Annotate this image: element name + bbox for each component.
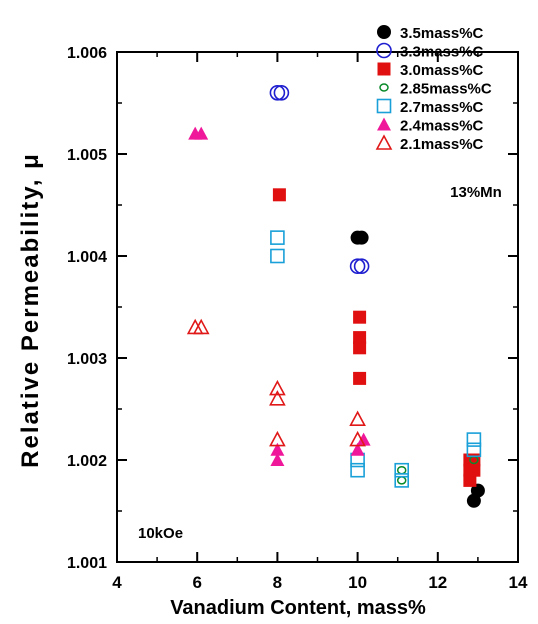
data-point (349, 410, 366, 427)
data-point (272, 188, 286, 202)
data-point (394, 462, 410, 478)
data-point (353, 258, 370, 275)
legend-marker (376, 98, 392, 114)
x-tick-label: 4 (112, 573, 122, 592)
series-2-7mass-c (270, 230, 482, 488)
data-point (356, 432, 371, 446)
legend-marker (379, 83, 389, 92)
legend-label: 2.85mass%C (400, 81, 492, 98)
legend-item: 3.3mass%C (376, 42, 484, 61)
data-point (396, 476, 407, 485)
legend-label: 3.3mass%C (400, 44, 484, 61)
series-2-1mass-c (186, 318, 366, 447)
series-3-0mass-c (272, 188, 481, 487)
y-tick-label: 1.002 (67, 453, 107, 470)
y-tick-label: 1.004 (67, 249, 107, 266)
data-point (350, 462, 365, 478)
data-point (350, 442, 365, 456)
legend-marker (377, 117, 391, 131)
data-point (269, 379, 286, 396)
x-tick-label: 12 (428, 573, 447, 592)
x-axis-label: Vanadium Content, mass% (170, 597, 426, 619)
data-point (270, 230, 285, 245)
legend-item: 2.85mass%C (379, 81, 492, 98)
legend-item: 2.4mass%C (377, 117, 484, 135)
legend-label: 3.5mass%C (400, 25, 484, 42)
data-point (270, 248, 285, 264)
y-tick-label: 1.003 (67, 351, 107, 368)
legend-marker (376, 42, 392, 59)
y-tick-label: 1.005 (67, 147, 107, 164)
legend-label: 2.1mass%C (400, 136, 484, 153)
legend-item: 2.7mass%C (376, 98, 484, 116)
series-3-5mass-c (350, 230, 485, 508)
series-2-4mass-c (188, 126, 371, 466)
data-point (353, 341, 367, 355)
data-point (466, 432, 482, 447)
axis-ticks: 4 6 8 10 12 14 1.001 1.002 1.003 1.004 1.005 1.006 (67, 45, 528, 592)
legend-marker (377, 25, 391, 39)
annotation-condition: 13%Mn (450, 184, 502, 201)
legend-item: 2.1mass%C (375, 134, 484, 153)
data-point (353, 331, 367, 345)
data-point (353, 371, 367, 385)
legend-item: 3.0mass%C (377, 62, 484, 79)
data-point (269, 430, 286, 447)
data-point (349, 258, 366, 275)
x-tick-label: 8 (273, 573, 282, 592)
data-point (470, 483, 485, 498)
x-tick-label: 14 (509, 573, 528, 592)
legend-label: 2.4mass%C (400, 118, 484, 135)
legend-label: 3.0mass%C (400, 62, 484, 79)
data-point (354, 230, 369, 245)
data-point (270, 453, 285, 466)
data-point (466, 442, 482, 458)
legend-label: 2.7mass%C (400, 99, 484, 116)
data-point (269, 85, 286, 101)
data-point (194, 126, 209, 140)
y-tick-label: 1.001 (67, 555, 107, 572)
legend-marker (377, 62, 391, 76)
data-points (186, 85, 485, 508)
data-point (273, 85, 290, 101)
annotation-field: 10kOe (138, 525, 183, 542)
legend: 3.5mass%C 3.3mass%C3.0mass%C 2.85mass%C2.7… (375, 25, 492, 153)
data-point (349, 430, 366, 447)
data-point (269, 390, 286, 406)
y-tick-label: 1.006 (67, 45, 107, 62)
data-point (396, 465, 407, 475)
legend-item: 3.5mass%C (377, 25, 484, 42)
x-tick-label: 6 (192, 573, 201, 592)
data-point (463, 473, 477, 487)
legend-marker (375, 134, 393, 150)
data-point (467, 463, 481, 477)
data-point (353, 310, 367, 324)
data-point (270, 442, 285, 456)
y-axis-label: Relative Permeability, μ (17, 152, 44, 468)
series-3-3mass-c (269, 85, 370, 275)
x-tick-label: 10 (348, 573, 367, 592)
data-point (192, 318, 210, 335)
data-point (394, 473, 410, 488)
